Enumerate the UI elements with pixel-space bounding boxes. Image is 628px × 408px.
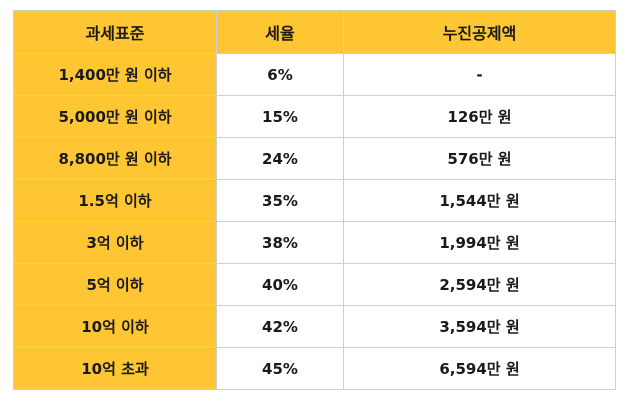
deduction-cell: 126만 원	[343, 95, 616, 138]
tax-rate-table-container: 과세표준 세율 누진공제액 1,400만 원 이하 6% - 5,000만 원 …	[13, 10, 616, 390]
table-row: 5,000만 원 이하 15% 126만 원	[13, 95, 616, 138]
deduction-cell: -	[343, 53, 616, 96]
tax-base-cell: 10억 이하	[13, 305, 217, 348]
tax-rate-cell: 15%	[216, 95, 344, 138]
table-row: 10억 이하 42% 3,594만 원	[13, 305, 616, 348]
deduction-cell: 576만 원	[343, 137, 616, 180]
tax-base-cell: 1,400만 원 이하	[13, 53, 217, 96]
tax-rate-cell: 24%	[216, 137, 344, 180]
deduction-cell: 3,594만 원	[343, 305, 616, 348]
table-row: 1,400만 원 이하 6% -	[13, 53, 616, 96]
header-tax-base: 과세표준	[13, 10, 217, 54]
table-row: 3억 이하 38% 1,994만 원	[13, 221, 616, 264]
tax-base-cell: 5,000만 원 이하	[13, 95, 217, 138]
table-row: 5억 이하 40% 2,594만 원	[13, 263, 616, 306]
deduction-cell: 6,594만 원	[343, 347, 616, 390]
tax-base-cell: 3억 이하	[13, 221, 217, 264]
table-row: 1.5억 이하 35% 1,544만 원	[13, 179, 616, 222]
tax-rate-cell: 6%	[216, 53, 344, 96]
tax-base-cell: 8,800만 원 이하	[13, 137, 217, 180]
tax-base-cell: 1.5억 이하	[13, 179, 217, 222]
table-header: 과세표준 세율 누진공제액	[13, 10, 616, 54]
tax-base-cell: 5억 이하	[13, 263, 217, 306]
deduction-cell: 1,544만 원	[343, 179, 616, 222]
tax-base-cell: 10억 초과	[13, 347, 217, 390]
table-row: 8,800만 원 이하 24% 576만 원	[13, 137, 616, 180]
tax-rate-cell: 38%	[216, 221, 344, 264]
deduction-cell: 1,994만 원	[343, 221, 616, 264]
tax-rate-cell: 45%	[216, 347, 344, 390]
tax-rate-cell: 40%	[216, 263, 344, 306]
table-row: 10억 초과 45% 6,594만 원	[13, 347, 616, 390]
header-tax-rate: 세율	[216, 10, 344, 54]
header-progressive-deduction: 누진공제액	[343, 10, 616, 54]
tax-rate-cell: 42%	[216, 305, 344, 348]
deduction-cell: 2,594만 원	[343, 263, 616, 306]
header-row: 과세표준 세율 누진공제액	[13, 10, 616, 54]
tax-rate-table: 과세표준 세율 누진공제액 1,400만 원 이하 6% - 5,000만 원 …	[13, 10, 616, 390]
table-body: 1,400만 원 이하 6% - 5,000만 원 이하 15% 126만 원 …	[13, 53, 616, 390]
tax-rate-cell: 35%	[216, 179, 344, 222]
